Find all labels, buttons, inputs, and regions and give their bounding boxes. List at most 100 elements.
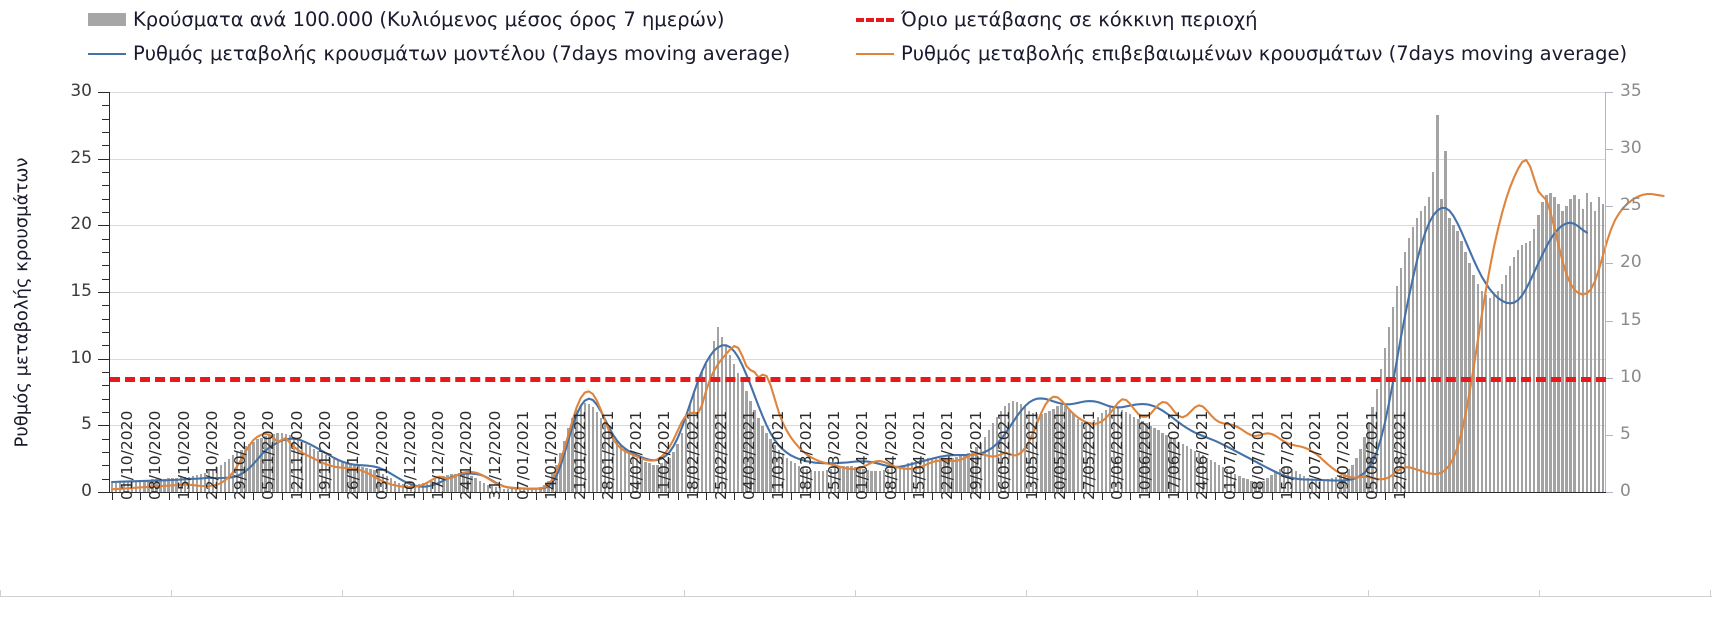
bar [446,474,449,492]
bar [373,470,376,492]
x-axis-tick-label: 22/07/2021 [1305,410,1324,500]
left-axis-tick-label: 20 [70,214,92,235]
x-axis-tick [960,493,962,500]
x-axis-tick-label: 19/11/2020 [316,410,334,500]
bar [1504,274,1508,492]
x-axis-tick [705,493,707,500]
bar [733,364,736,492]
bar [1516,249,1520,492]
bar [199,473,203,492]
x-axis-tick [168,493,170,500]
legend-item-cases-per-100k[interactable]: Κρούσματα ανά 100.000 (Κυλιόμενος μέσος … [88,10,724,30]
bottom-rule-tick [1197,590,1198,597]
x-axis-tick-label: 22/04/2021 [938,410,957,500]
x-axis-tick-label: 07/01/2021 [513,410,532,500]
x-axis-tick-label: 15/07/2021 [1277,410,1296,500]
bar [1565,206,1568,492]
bar [688,405,691,492]
bar [1278,469,1281,492]
x-axis-tick [932,493,934,500]
red-zone-threshold-line [110,377,1606,383]
left-axis-minor-tick [102,452,109,453]
right-axis-tick-label: 10 [1620,366,1642,387]
bar [927,457,930,492]
x-axis-tick [1045,493,1047,500]
left-axis-major-tick [98,358,109,360]
bar [514,488,518,492]
bar [914,461,918,492]
bar [1129,414,1132,492]
bar [1520,245,1524,492]
x-axis-tick [310,493,311,500]
left-axis-major-tick [98,492,109,493]
bar [337,460,340,492]
bar [1052,408,1055,492]
left-axis-minor-tick [102,412,109,413]
left-axis-tick-label: 30 [70,81,92,101]
bar [575,409,578,492]
bar [1423,206,1427,492]
bar [878,471,881,492]
x-axis-tick-label: 15/10/2020 [174,410,193,500]
bar [211,469,215,492]
bar [886,469,889,492]
x-axis-tick [536,493,538,500]
bottom-rule-tick [1539,590,1540,597]
bar [264,436,267,492]
bar [850,465,853,492]
legend-item-red-zone-threshold[interactable]: Όριο μετάβασης σε κόκκινη περιοχή [856,10,1258,30]
bar [987,430,990,492]
bar [797,465,801,492]
line-path [110,206,1588,490]
bar [1533,229,1536,492]
left-axis-minor-tick [102,332,109,333]
x-axis-tick [734,493,736,500]
bar [1456,231,1459,492]
bottom-rule-tick [855,590,856,597]
bar [902,464,906,492]
legend-item-model-rate[interactable]: Ρυθμός μεταβολής κρουσμάτων μοντέλου (7d… [88,44,790,64]
plot-area [110,92,1665,493]
bar [539,487,542,492]
bar [769,439,772,492]
bar [951,457,954,492]
x-axis-tick-label: 08/07/2021 [1249,410,1268,500]
bar [1011,400,1015,492]
bar [1149,425,1152,492]
bar [1286,468,1289,492]
bar [595,412,599,492]
x-axis-tick-label: 18/02/2021 [683,410,702,500]
bar [1306,478,1310,492]
bar [696,380,700,492]
bar [676,444,679,492]
bar [300,441,304,492]
bar [745,391,748,492]
left-axis-tick-label: 5 [81,414,92,435]
bar [1274,471,1277,492]
bar [1525,242,1528,492]
bar [801,468,805,492]
bar [1177,441,1180,492]
bar [571,417,574,492]
bar [931,457,934,492]
bar [1589,201,1593,492]
bar [555,464,558,492]
bar [288,434,291,492]
bar [458,472,461,492]
right-axis-line [1605,92,1606,493]
bar [781,454,784,492]
right-axis-tick [1606,492,1613,493]
bar [906,463,910,492]
x-axis-tick-label: 27/05/2021 [1079,410,1098,500]
legend-item-confirmed-rate[interactable]: Ρυθμός μεταβολής επιβεβαιωμένων κρουσμάτ… [856,44,1627,64]
x-axis-tick-label: 29/10/2020 [231,410,250,500]
bar [1593,210,1597,492]
x-axis-tick-label: 25/02/2021 [711,410,730,500]
bar [1238,476,1241,492]
bar [708,354,712,492]
bar [1169,437,1172,492]
bar [773,445,776,492]
x-axis-tick [112,493,114,500]
bar [898,465,902,492]
bar [1460,240,1463,492]
